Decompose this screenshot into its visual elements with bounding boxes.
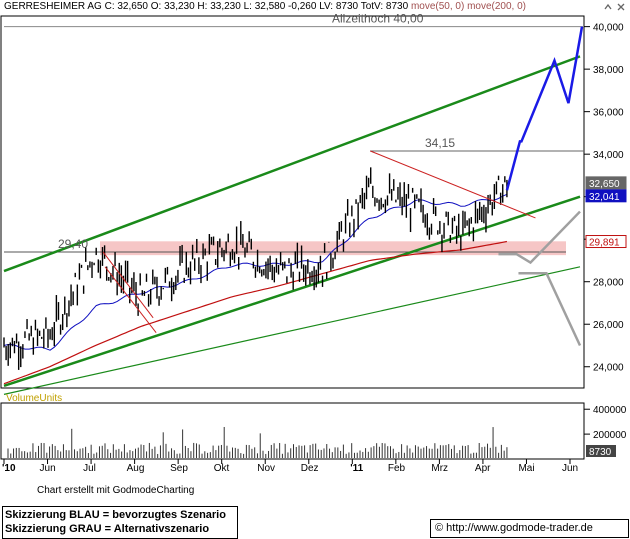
price-bars — [3, 167, 508, 370]
annotation-label: Allzeithoch 40,00 — [332, 12, 424, 26]
price-label: 32,650 — [589, 179, 620, 190]
horizontal-levels — [4, 26, 584, 253]
expand-icon[interactable] — [604, 3, 612, 11]
price-label-box — [585, 235, 627, 249]
x-tick-label: Okt — [214, 463, 230, 474]
trend-channel — [3, 55, 581, 395]
x-tick-label: Dez — [301, 463, 319, 474]
chart-header: GERRESHEIMER AG C: 32,650 O: 33,230 H: 3… — [4, 1, 526, 12]
channel-line — [3, 195, 581, 388]
channel-line — [3, 55, 581, 273]
y-tick-label: 28,000 — [593, 278, 624, 289]
main-panel — [0, 15, 585, 389]
ma200-line — [3, 240, 508, 385]
volume-tick-label: 200000 — [593, 430, 627, 441]
gray-scenario — [498, 210, 581, 265]
annotations: Allzeithoch 40,00 34,15 29,40 — [58, 12, 455, 251]
x-tick-label: Mrz — [431, 463, 448, 474]
annotation-label: 34,15 — [425, 136, 455, 150]
x-tick-label: '10 — [2, 463, 16, 474]
url-text: © http://www.godmode-trader.de — [435, 522, 593, 534]
price-labels: 32,650 32,041 29,891 — [585, 176, 627, 249]
x-tick-label: Aug — [127, 463, 145, 474]
gray-scenario — [518, 271, 582, 347]
credit-text: Chart erstellt mit GodmodeCharting — [37, 485, 195, 496]
legend-gray: Skizzierung GRAU = Alternativszenario — [5, 523, 210, 535]
ma50-path — [3, 193, 508, 351]
x-tick-label: '11 — [350, 463, 363, 474]
x-tick-label: Jul — [83, 463, 96, 474]
y-tick-label: 36,000 — [593, 108, 624, 119]
price-label: 29,891 — [589, 238, 620, 249]
x-axis-labels: '10 Jun Jul Aug Sep Okt Nov Dez '11 Feb Mrz Apr Mai J… — [2, 459, 578, 474]
channel-line — [3, 266, 581, 395]
x-tick-label: Feb — [388, 463, 406, 474]
volume-bars: VolumeUnits 400000 200000 8730 — [6, 393, 627, 458]
x-tick-label: Jun — [562, 463, 578, 474]
quote-label: C: 32,650 O: 33,230 H: 33,230 L: 32,580 … — [104, 1, 409, 12]
x-tick-label: Sep — [170, 463, 188, 474]
y-tick-label: 38,000 — [593, 65, 624, 76]
price-label-box — [585, 176, 627, 190]
symbol-label: GERRESHEIMER AG — [4, 1, 102, 12]
volume-tick-label: 400000 — [593, 405, 627, 416]
scenario-sketches — [498, 26, 584, 347]
close-icon[interactable] — [617, 3, 625, 11]
ma-label: move(50, 0) move(200, 0) — [410, 1, 526, 12]
downtrend-line — [370, 150, 536, 219]
volume-last-label: 8730 — [589, 447, 612, 458]
source-url[interactable]: © http://www.godmode-trader.de — [430, 519, 629, 538]
price-label-box — [585, 189, 627, 203]
y-grid — [584, 26, 590, 368]
downtrend-line — [102, 251, 154, 319]
x-tick-label: Mai — [518, 463, 534, 474]
x-tick-label: Jun — [40, 463, 56, 474]
blue-scenario — [505, 26, 584, 191]
ma200-path — [3, 240, 508, 385]
annotation-label: 29,40 — [58, 237, 88, 251]
legend-blue: Skizzierung BLAU = bevorzugtes Szenario — [5, 509, 226, 521]
volume-last-box — [586, 445, 616, 457]
x-tick-label: Nov — [257, 463, 275, 474]
downtrend-line — [104, 266, 157, 334]
ma50-line — [3, 193, 508, 351]
x-tick-label: Apr — [475, 463, 491, 474]
y-tick-label: 40,000 — [593, 23, 624, 34]
price-label: 32,041 — [589, 192, 620, 203]
downtrend-lines — [102, 150, 536, 334]
y-tick-label: 26,000 — [593, 320, 624, 331]
y-tick-label: 24,000 — [593, 363, 624, 374]
y-tick-label: 34,000 — [593, 150, 624, 161]
scenario-legend: Skizzierung BLAU = bevorzugtes Szenario … — [2, 506, 238, 539]
volume-label: VolumeUnits — [6, 393, 62, 404]
volume-panel — [0, 402, 585, 460]
